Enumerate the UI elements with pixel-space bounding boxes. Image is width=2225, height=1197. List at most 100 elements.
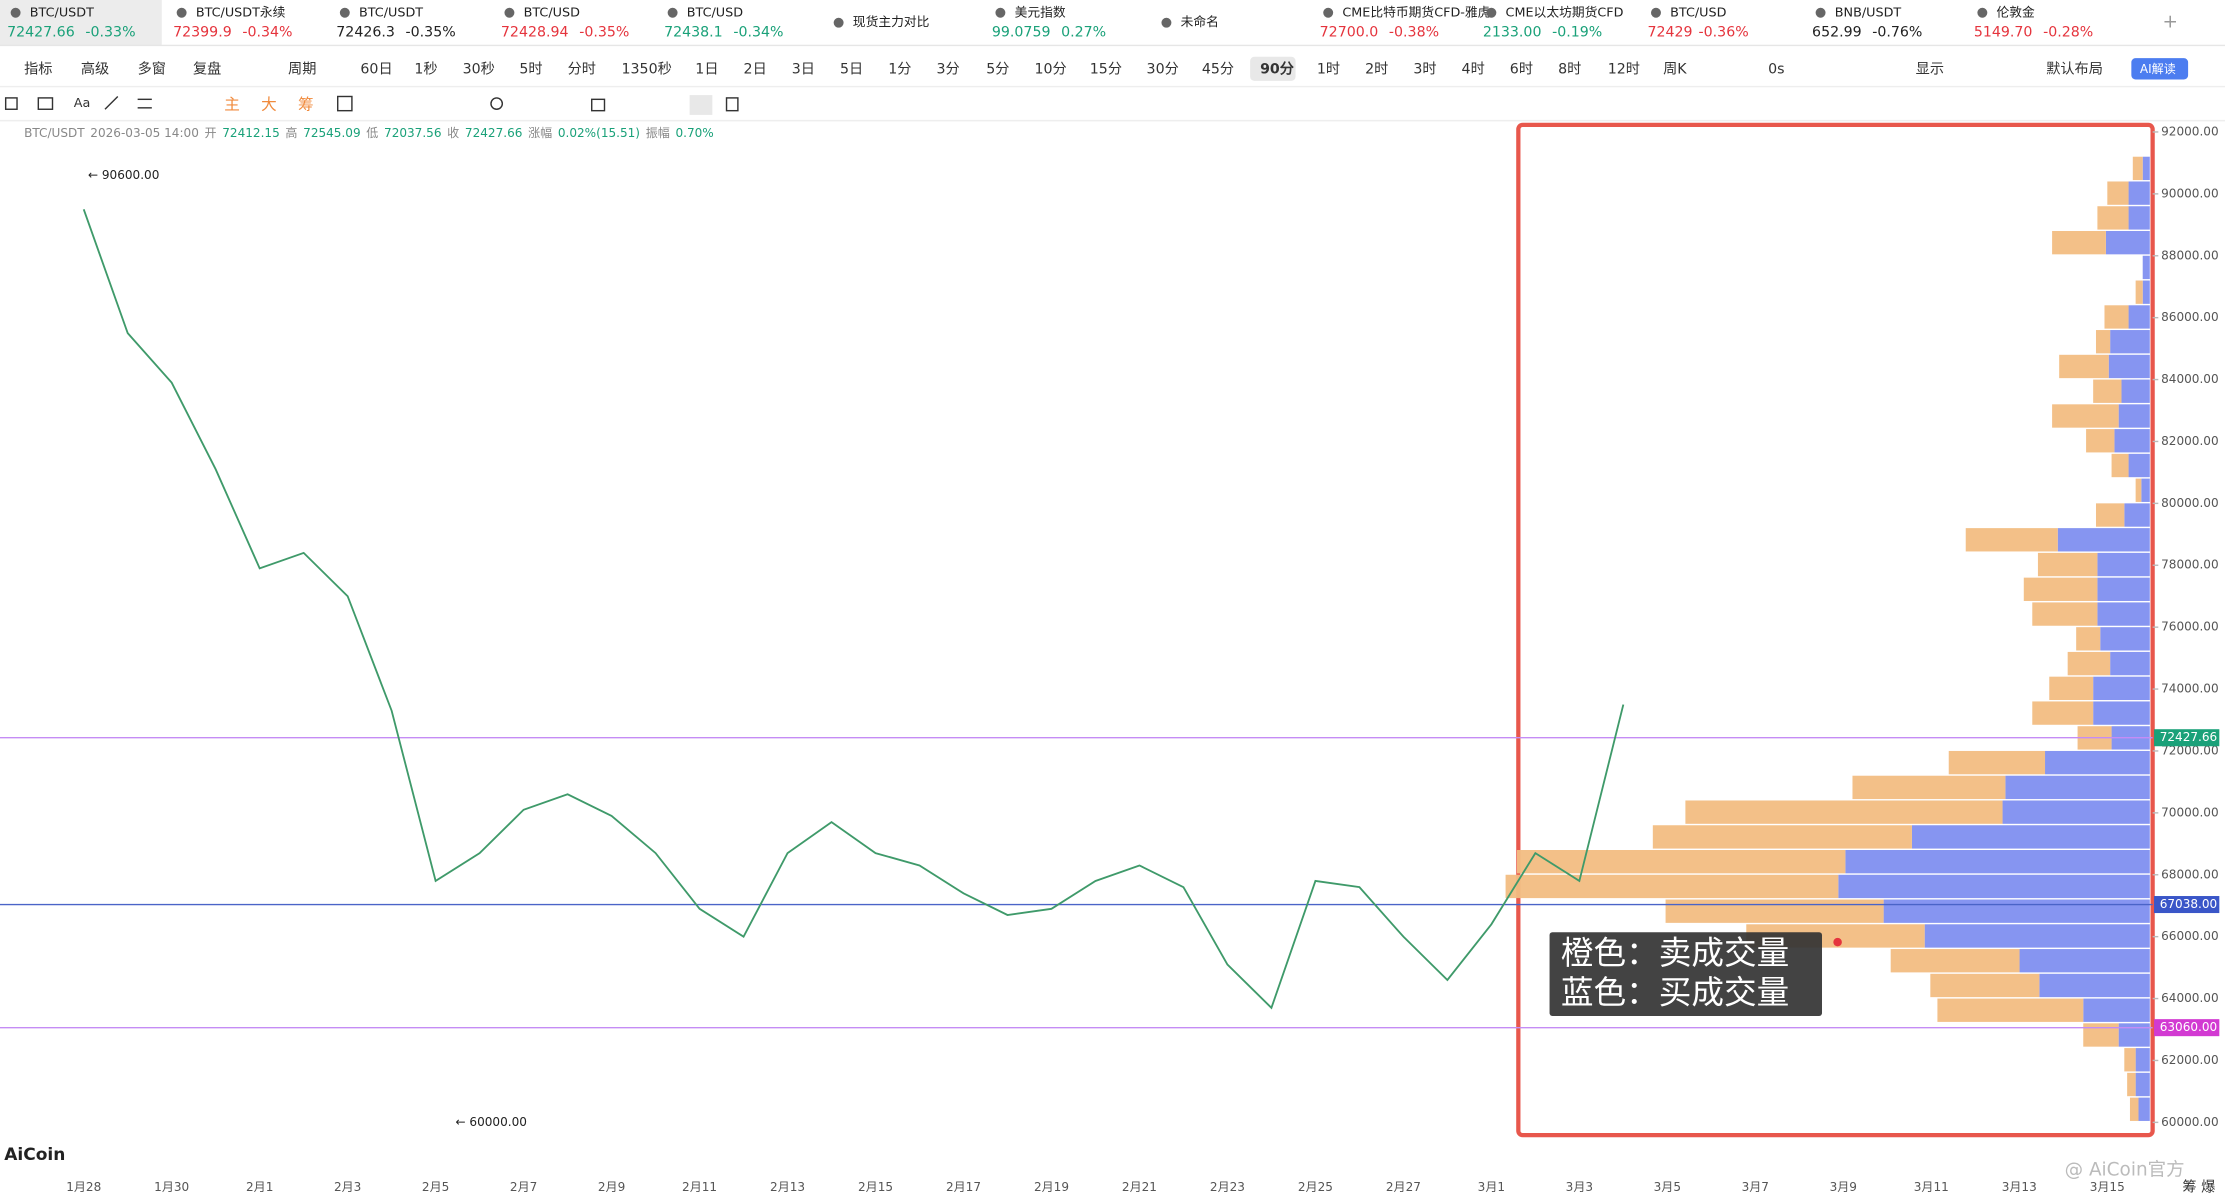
ohlc-info: 72037.56 (384, 126, 441, 140)
toolbar-item[interactable]: 3日 (792, 62, 815, 78)
toolbar-item[interactable]: 30分 (1147, 62, 1179, 78)
ohlc-info: 收 (447, 126, 459, 140)
ticker-name[interactable]: CME比特币期货CFD-雅虎 (1342, 5, 1490, 20)
toolbar-item[interactable]: 1分 (888, 62, 911, 78)
ai-button[interactable] (2131, 58, 2189, 80)
sell-volume (2135, 478, 2142, 502)
tool-icon[interactable] (104, 95, 119, 110)
toolbar-item[interactable]: 12时 (1608, 62, 1640, 78)
ticker-change: -0.36% (1699, 25, 1749, 41)
ticker-name[interactable]: BTC/USD (1670, 5, 1726, 20)
toolbar-item[interactable]: 15分 (1090, 62, 1122, 78)
toolbar-item[interactable]: 0s (1768, 62, 1784, 78)
toolbar-item[interactable]: 5分 (986, 62, 1009, 78)
buy-volume (2118, 1023, 2150, 1047)
toolbar-item[interactable]: 3时 (1413, 62, 1436, 78)
ohlc-info: 低 (366, 126, 378, 140)
sell-volume (1852, 775, 2006, 800)
toolbar-item[interactable]: 5时 (519, 62, 542, 78)
ticker-name[interactable]: CME以太坊期货CFD (1506, 5, 1624, 20)
toolbar-item[interactable]: 1日 (695, 62, 718, 78)
ticker-icon (1977, 7, 1988, 18)
ticker-name[interactable]: 现货主力对比 (853, 15, 930, 30)
toolbar-item[interactable]: 默认布局 (2046, 62, 2103, 78)
ticker-name[interactable]: BTC/USD (687, 5, 743, 20)
y-tick-label: 64000.00 (2161, 991, 2218, 1005)
indicator-toggle[interactable]: 大 (261, 96, 277, 114)
toolbar-item[interactable]: 指标 (24, 62, 52, 78)
note-text: 蓝色：买成交量 (1561, 974, 1789, 1012)
toolbar-item[interactable]: 90分 (1260, 62, 1295, 78)
ticker-icon (1486, 7, 1497, 18)
toolbar-item[interactable]: 2时 (1365, 62, 1388, 78)
ticker-name[interactable]: 美元指数 (1015, 5, 1066, 20)
toolbar-item[interactable]: 周期 (288, 62, 316, 78)
ticker-name[interactable]: BTC/USDT (30, 5, 94, 20)
ticker-name[interactable]: 未命名 (1181, 14, 1219, 30)
buy-volume (2110, 330, 2150, 354)
ticker-name[interactable]: BNB/USDT (1835, 5, 1902, 20)
ohlc-info: 开 (205, 126, 217, 140)
x-tick-label: 3月3 (1566, 1180, 1593, 1194)
toolbar-item[interactable]: 60日 (360, 62, 392, 78)
buy-volume (2141, 478, 2150, 502)
toolbar-item[interactable]: 复盘 (193, 61, 221, 78)
tool-selected[interactable] (689, 95, 713, 115)
ticker-icon (504, 7, 515, 18)
tool-icon[interactable] (4, 97, 18, 110)
x-tick-label: 2月23 (1210, 1180, 1245, 1194)
ticker-price: 652.99 (1812, 25, 1862, 41)
sell-volume (1948, 750, 2046, 775)
toolbar-item[interactable]: AI解读 (2140, 62, 2176, 76)
add-tab[interactable]: + (2163, 12, 2178, 33)
tool-icon[interactable] (591, 98, 606, 112)
toolbar-item[interactable]: 45分 (1202, 62, 1234, 78)
toolbar-item[interactable]: 6时 (1510, 62, 1533, 78)
tool-icon[interactable] (725, 97, 739, 112)
indicator-toggle[interactable]: 主 (224, 96, 240, 114)
y-tick-label: 72000.00 (2161, 743, 2218, 757)
toolbar-item[interactable]: 多窗 (138, 61, 166, 78)
ticker-change: -0.76% (1872, 25, 1922, 41)
ticker-name[interactable]: BTC/USDT (359, 5, 423, 20)
sell-volume (2059, 354, 2109, 379)
sell-volume (2093, 379, 2122, 403)
toolbar-item[interactable]: 1350秒 (622, 62, 672, 78)
buy-volume (1911, 825, 2150, 849)
toolbar-item[interactable]: 10分 (1034, 62, 1066, 78)
sell-volume (2076, 627, 2101, 651)
ticker-name[interactable]: BTC/USD (524, 5, 580, 20)
ticker-name[interactable]: BTC/USDT永续 (196, 5, 286, 20)
toolbar-item[interactable]: 高级 (81, 61, 109, 78)
x-tick-label: 2月25 (1298, 1180, 1333, 1194)
toolbar-item[interactable]: 1秒 (414, 62, 437, 78)
toolbar-item[interactable]: 8时 (1558, 62, 1581, 78)
toolbar-item[interactable]: 30秒 (463, 62, 495, 78)
ticker-price: 2133.00 (1483, 25, 1542, 41)
corner-tools[interactable]: 筹 爆 (2182, 1179, 2215, 1196)
toolbar-item[interactable]: 2日 (744, 62, 767, 78)
toolbar-item[interactable]: 显示 (1916, 62, 1944, 78)
indicator-toggle[interactable]: 筹 (298, 96, 314, 114)
sell-volume (2067, 651, 2111, 676)
sell-volume (1516, 850, 1846, 874)
tool-icon[interactable] (490, 97, 504, 110)
toolbar-item[interactable]: 周K (1663, 62, 1687, 78)
toolbar-item[interactable]: 4时 (1462, 62, 1485, 78)
toolbar-item[interactable]: 1时 (1317, 62, 1340, 78)
toolbar-item[interactable]: 分时 (568, 62, 596, 78)
ticker-name[interactable]: 伦敦金 (1997, 4, 2036, 20)
ticker-price: 72426.3 (336, 25, 395, 41)
buy-volume (2093, 676, 2150, 701)
tool-icon[interactable]: Aa (74, 96, 91, 111)
toolbar-item[interactable]: 3分 (937, 62, 960, 78)
price-tag-label: 72427.66 (2160, 730, 2217, 744)
ticker-icon (995, 7, 1006, 18)
toolbar-item[interactable]: 5日 (840, 62, 863, 78)
buy-volume (2142, 156, 2150, 181)
tool-icon[interactable] (37, 97, 54, 110)
y-tick-label: 84000.00 (2161, 372, 2218, 386)
x-tick-label: 2月15 (858, 1180, 893, 1194)
tool-icon[interactable] (337, 95, 353, 112)
